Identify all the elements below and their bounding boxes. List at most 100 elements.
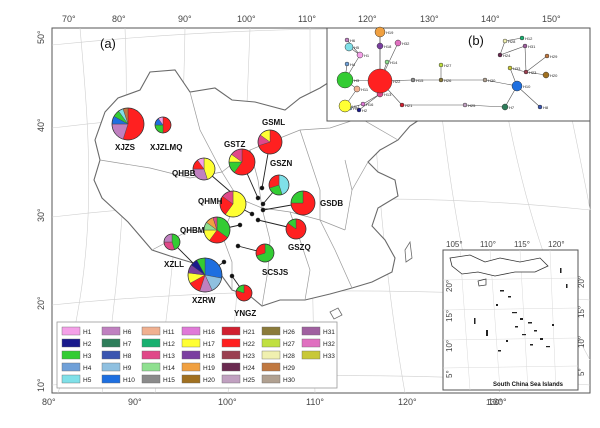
top-axis-label: 80° <box>112 14 126 24</box>
top-axis-label: 120° <box>358 14 377 24</box>
bottom-axis-label: 120° <box>398 397 417 407</box>
network-node-label: H12 <box>525 36 533 41</box>
network-node-label: H24 <box>503 53 511 58</box>
top-axis-label: 130° <box>420 14 439 24</box>
legend-label: H24 <box>243 365 255 372</box>
population-label: QHBB <box>172 169 196 178</box>
inset-right-axis-label: 15° <box>577 306 586 318</box>
left-axis-label: 30° <box>36 208 46 222</box>
inset-right-axis-label: 10° <box>577 336 586 348</box>
pie-outline <box>154 116 172 134</box>
legend-label: H32 <box>323 341 335 348</box>
legend-label: H8 <box>123 353 132 360</box>
legend-swatch <box>101 362 121 372</box>
network-node-label: H27 <box>444 63 452 68</box>
legend-swatch <box>141 350 161 360</box>
population-label: GSZN <box>270 159 292 168</box>
legend-swatch <box>301 350 321 360</box>
population-pie: GSML <box>257 118 285 155</box>
legend-label: H33 <box>323 353 335 360</box>
inset-right-axis-label: 20° <box>577 276 586 288</box>
network-edge <box>346 39 361 56</box>
legend-swatch <box>301 326 321 336</box>
legend-label: H7 <box>123 341 132 348</box>
legend-label: H27 <box>283 341 295 348</box>
left-axis-label: 40° <box>36 118 46 132</box>
legend-swatch <box>221 326 241 336</box>
legend-label: H1 <box>83 329 92 336</box>
network-node-label: H9 <box>353 106 359 111</box>
population-label: XJZLMQ <box>150 143 182 152</box>
sample-site-dot <box>229 273 235 279</box>
legend-label: H14 <box>163 365 175 372</box>
network-node <box>522 43 528 49</box>
network-edge <box>499 40 506 56</box>
population-pie: GSZN <box>268 159 292 196</box>
legend-swatch <box>261 338 281 348</box>
network-edge <box>525 71 547 76</box>
network-node-label: H8 <box>543 105 549 110</box>
legend-label: H4 <box>83 365 92 372</box>
network-edge <box>362 93 381 105</box>
network-node-label: H20 <box>550 73 558 78</box>
left-axis-label: 20° <box>36 296 46 310</box>
pie-outline <box>228 148 256 176</box>
sample-site-dot <box>237 222 243 228</box>
legend-label: H20 <box>203 377 215 384</box>
sample-site-dot <box>235 243 241 249</box>
legend-swatch <box>101 350 121 360</box>
population-label: YNGZ <box>234 309 256 318</box>
network-node-label: H7 <box>509 105 515 110</box>
population-label: QHMH <box>198 197 223 206</box>
network-node-label: H18 <box>384 44 392 49</box>
network-node <box>502 38 508 44</box>
sample-site-dot <box>221 259 227 265</box>
legend-swatch <box>221 362 241 372</box>
population-label: XZRW <box>192 296 216 305</box>
network-node <box>537 104 543 110</box>
legend-label: H11 <box>163 329 175 336</box>
bottom-axis-label: 90° <box>128 397 142 407</box>
network-node <box>356 107 362 113</box>
legend-label: H6 <box>123 329 132 336</box>
network-edge <box>464 104 506 108</box>
inset-left-axis-label: 5° <box>445 370 454 378</box>
pie-outline <box>268 174 290 196</box>
network-node <box>523 69 529 75</box>
network-node <box>344 37 350 43</box>
network-node <box>344 42 354 52</box>
legend-label: H29 <box>283 365 295 372</box>
network-edge <box>525 55 548 73</box>
network-edge <box>358 93 381 111</box>
network-node <box>353 85 361 93</box>
legend-swatch <box>61 326 81 336</box>
network-node-label: H29 <box>550 54 558 59</box>
hainan-outline <box>329 307 343 320</box>
legend-swatch <box>221 338 241 348</box>
network-node-label: H4 <box>350 62 356 67</box>
panel-b-label: (b) <box>468 33 484 48</box>
inset-right-axis-label: 5° <box>577 368 586 376</box>
legend-label: H28 <box>283 353 295 360</box>
legend-swatch <box>181 326 201 336</box>
inset-bottom-axis-label: 130° <box>486 398 503 407</box>
legend-swatch <box>221 374 241 384</box>
network-node-label: H3 <box>354 78 360 83</box>
pie-outline <box>290 190 316 216</box>
network-node-label: H21 <box>405 103 413 108</box>
legend-label: H2 <box>83 341 92 348</box>
sample-site-dot <box>259 185 265 191</box>
taiwan-outline <box>404 240 413 263</box>
network-node-label: H14 <box>390 60 398 65</box>
network-node <box>544 53 550 59</box>
population-pies: XJZS XJZLMQ GSML GSTZ QHBB GSZN QHMH GSDB QHBM GS… <box>111 107 343 318</box>
population-label: GSML <box>262 118 285 127</box>
network-node <box>374 26 386 38</box>
network-edge <box>524 45 527 73</box>
legend-label: H17 <box>203 341 215 348</box>
network-node-label: H28 <box>508 39 516 44</box>
haplotype-network-panel: (b) H1 H2 H3 H4 H5 H6 H7 H8 H9 H10 H11 H12 H13 H14 H15… <box>326 26 591 122</box>
sample-site-dot <box>249 211 255 217</box>
legend-label: H3 <box>83 353 92 360</box>
network-node <box>507 65 513 71</box>
